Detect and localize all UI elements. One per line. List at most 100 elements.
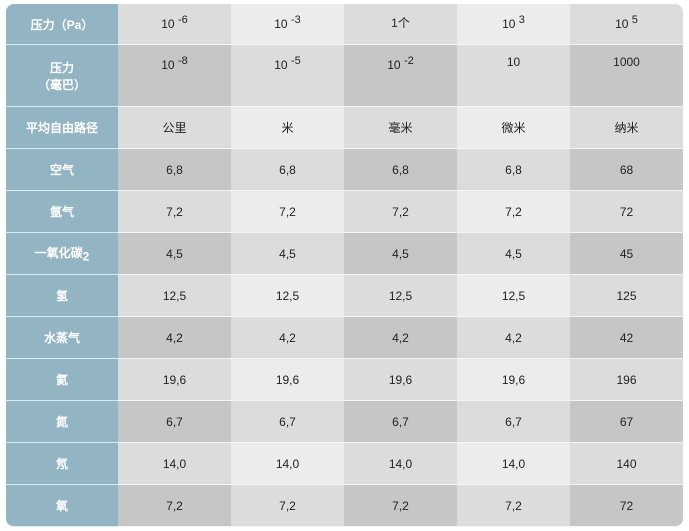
table-cell: 19,6 bbox=[118, 359, 231, 401]
value-base: 10 bbox=[161, 58, 175, 72]
table-cell: 12,5 bbox=[118, 275, 231, 317]
table-cell: 6,8 bbox=[344, 149, 457, 191]
value-base: 10 bbox=[161, 17, 175, 31]
gas-label: 空气 bbox=[6, 149, 118, 191]
gas-label: 氩气 bbox=[6, 191, 118, 233]
gas-name: 氮 bbox=[55, 415, 68, 429]
table-cell: 毫米 bbox=[344, 107, 457, 149]
value-base: 10 bbox=[506, 55, 521, 69]
table-row-gas: 氧 7,2 7,2 7,2 7,2 72 bbox=[6, 485, 683, 527]
table-cell: 4,2 bbox=[344, 317, 457, 359]
gas-subscript: 2 bbox=[82, 249, 90, 264]
table-cell: 14,0 bbox=[118, 443, 231, 485]
table-row-mean-free-path: 平均自由路径 公里米毫米 微米 纳米 bbox=[6, 107, 683, 149]
value-exponent: 5 bbox=[631, 14, 638, 26]
value-base: 1个 bbox=[391, 16, 410, 30]
table-cell: 7,2 bbox=[457, 485, 570, 527]
table-row-gas: 空气 6,8 6,8 6,8 6,8 68 bbox=[6, 149, 683, 191]
table-cell: 10 -2 bbox=[344, 45, 457, 107]
gas-name: 氧 bbox=[55, 499, 68, 513]
table-cell: 6,8 bbox=[457, 149, 570, 191]
table-cell: 4,2 bbox=[231, 317, 344, 359]
table-cell: 12,5 bbox=[457, 275, 570, 317]
table-cell: 6,8 bbox=[231, 149, 344, 191]
value-exponent: -3 bbox=[290, 14, 301, 26]
value-exponent: 3 bbox=[518, 14, 525, 26]
table-cell: 12,5 bbox=[231, 275, 344, 317]
table-cell: 4,5 bbox=[344, 233, 457, 275]
table-cell: 7,2 bbox=[231, 191, 344, 233]
table-cell: 7,2 bbox=[118, 485, 231, 527]
gas-name: 一氧化碳 bbox=[34, 245, 83, 260]
table-cell: 7,2 bbox=[118, 191, 231, 233]
table-cell: 67 bbox=[570, 401, 683, 443]
value-base: 10 bbox=[615, 17, 629, 31]
table-row-gas: 一氧化碳2 4,5 4,5 4,5 4,5 45 bbox=[6, 233, 683, 275]
gas-label: 氮 bbox=[6, 401, 118, 443]
table-row-gas: 氦 19,6 19,6 19,6 19,6 196 bbox=[6, 359, 683, 401]
table-cell: 米 bbox=[231, 107, 344, 149]
table-cell: 14,0 bbox=[231, 443, 344, 485]
gas-name: 空气 bbox=[49, 163, 74, 177]
table-cell: 10 3 bbox=[457, 4, 570, 45]
table-cell: 6,7 bbox=[231, 401, 344, 443]
row-header: 平均自由路径 bbox=[6, 107, 118, 149]
table-cell: 纳米 bbox=[570, 107, 683, 149]
gas-label: 氢 bbox=[6, 275, 118, 317]
value-base: 10 bbox=[502, 17, 516, 31]
table-cell: 7,2 bbox=[231, 485, 344, 527]
gas-label: 氦 bbox=[6, 359, 118, 401]
table-row-pressure-mbar: 压力 （毫巴） 10 -8 10 -5 10 -2 10 1000 bbox=[6, 45, 683, 107]
table-row-pressure-pa: 压力（Pa） 10 -6 10 -3 1个 10 3 10 5 bbox=[6, 4, 683, 45]
table-cell: 4,5 bbox=[231, 233, 344, 275]
gas-label: 氖 bbox=[6, 443, 118, 485]
table-cell: 140 bbox=[570, 443, 683, 485]
table-cell: 6,8 bbox=[118, 149, 231, 191]
table-cell: 19,6 bbox=[457, 359, 570, 401]
row-header: 压力 （毫巴） bbox=[6, 45, 118, 107]
table-cell: 12,5 bbox=[344, 275, 457, 317]
table-cell: 7,2 bbox=[344, 485, 457, 527]
gas-name: 氦 bbox=[55, 373, 68, 387]
table-cell: 6,7 bbox=[118, 401, 231, 443]
table-cell: 4,5 bbox=[118, 233, 231, 275]
row-header: 压力（Pa） bbox=[6, 4, 118, 45]
value-base: 10 bbox=[274, 17, 288, 31]
table-cell: 7,2 bbox=[457, 191, 570, 233]
table-cell: 10 bbox=[457, 45, 570, 107]
table-cell: 196 bbox=[570, 359, 683, 401]
table-cell: 10 -3 bbox=[231, 4, 344, 45]
table-cell: 19,6 bbox=[344, 359, 457, 401]
value-exponent: -8 bbox=[177, 55, 188, 67]
table-cell: 10 5 bbox=[570, 4, 683, 45]
table-cell: 42 bbox=[570, 317, 683, 359]
table-cell: 6,7 bbox=[457, 401, 570, 443]
gas-name: 水蒸气 bbox=[43, 331, 80, 345]
table-cell: 公里 bbox=[118, 107, 231, 149]
table-cell: 1个 bbox=[344, 4, 457, 45]
gas-label: 一氧化碳2 bbox=[6, 233, 118, 275]
value-base: 1000 bbox=[613, 55, 640, 69]
value-exponent: -6 bbox=[177, 14, 188, 26]
table-cell: 72 bbox=[570, 191, 683, 233]
value-base: 10 bbox=[274, 58, 288, 72]
table-row-gas: 氮 6,7 6,7 6,7 6,7 67 bbox=[6, 401, 683, 443]
table-cell: 14,0 bbox=[457, 443, 570, 485]
mean-free-path-table: 压力（Pa） 10 -6 10 -3 1个 10 3 10 5 压力 （毫巴） 10 -8 10 … bbox=[6, 4, 683, 527]
table-cell: 45 bbox=[570, 233, 683, 275]
gas-label: 氧 bbox=[6, 485, 118, 527]
row-header-line1: 压力 bbox=[49, 60, 74, 75]
value-exponent: -2 bbox=[403, 55, 414, 67]
table-row-gas: 水蒸气 4,2 4,2 4,2 4,2 42 bbox=[6, 317, 683, 359]
table-cell: 10 -8 bbox=[118, 45, 231, 107]
table-cell: 10 -6 bbox=[118, 4, 231, 45]
row-header-line2: （毫巴） bbox=[37, 77, 86, 92]
gas-name: 氢 bbox=[55, 289, 68, 303]
table-cell: 4,5 bbox=[457, 233, 570, 275]
table-cell: 7,2 bbox=[344, 191, 457, 233]
table-cell: 1000 bbox=[570, 45, 683, 107]
table-cell: 4,2 bbox=[118, 317, 231, 359]
gas-label: 水蒸气 bbox=[6, 317, 118, 359]
table-cell: 14,0 bbox=[344, 443, 457, 485]
table-row-gas: 氩气 7,2 7,2 7,2 7,2 72 bbox=[6, 191, 683, 233]
